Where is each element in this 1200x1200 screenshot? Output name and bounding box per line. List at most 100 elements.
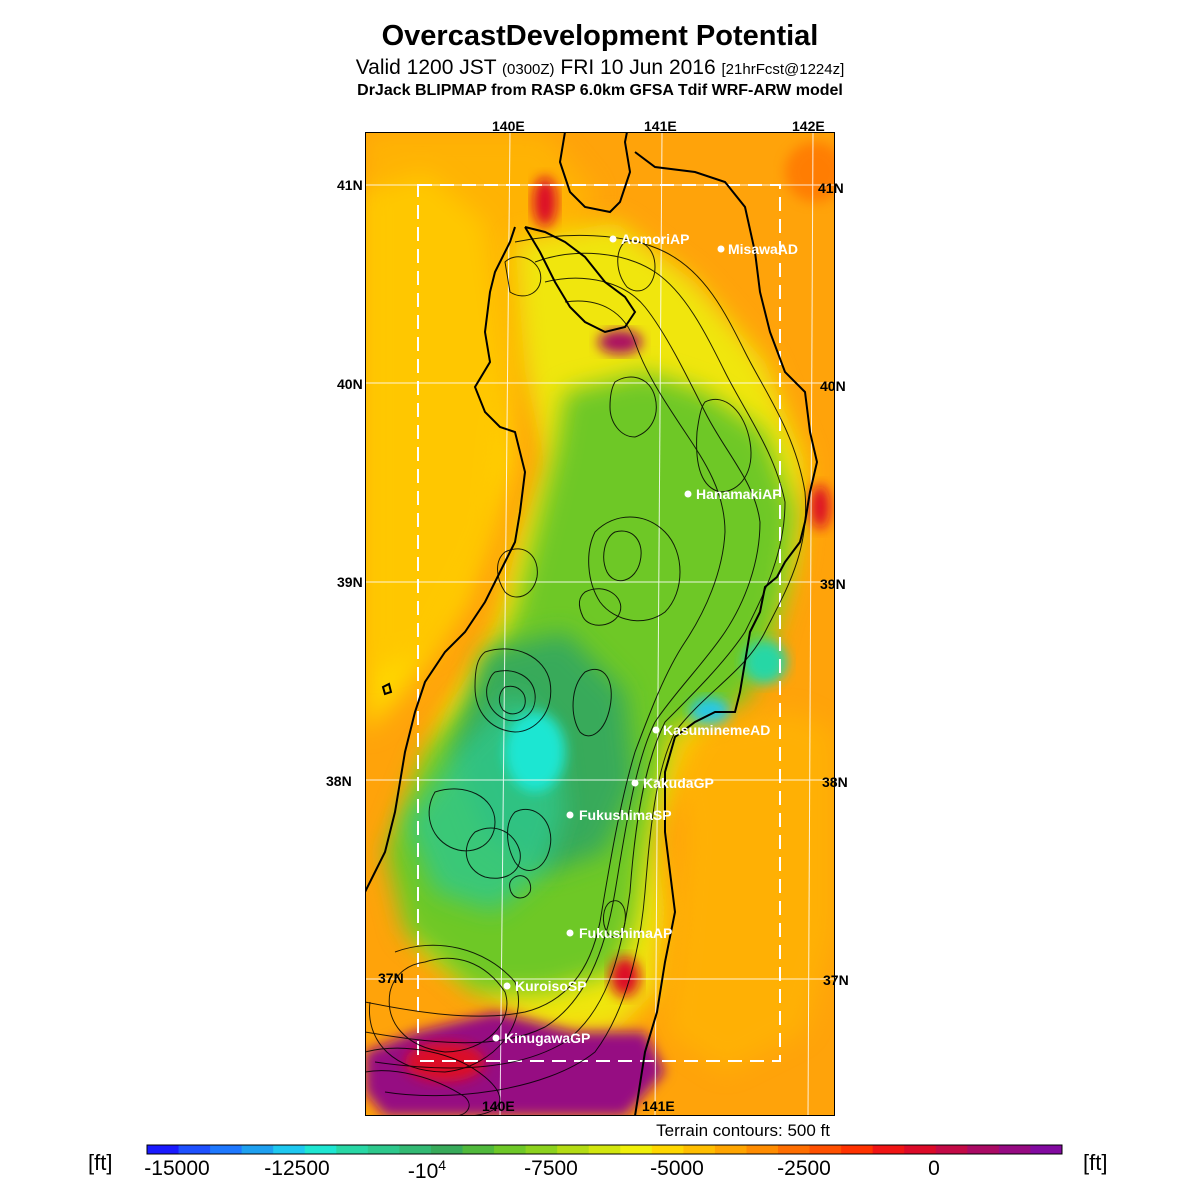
lat-label-41n-right: 41N [818, 180, 844, 196]
colorbar-cell [935, 1145, 968, 1154]
site-dot [717, 245, 725, 253]
colorbar-cell [557, 1145, 590, 1154]
colorbar-cell [273, 1145, 306, 1154]
terrain-contour-note: Terrain contours: 500 ft [656, 1121, 830, 1140]
site-dot [609, 235, 617, 243]
site-kakuda[interactable]: KakudaGP [631, 775, 714, 791]
colorbar-cell [304, 1145, 337, 1154]
site-dot [684, 490, 692, 498]
colorbar-cell [904, 1145, 937, 1154]
colorbar-cell [651, 1145, 684, 1154]
colorbar-cell [620, 1145, 653, 1154]
site-label: KasuminemeAD [663, 722, 770, 738]
colorbar-unit-left: [ft] [88, 1150, 113, 1175]
colorbar-cell [336, 1145, 369, 1154]
colorbar-tick: -12500 [264, 1157, 330, 1180]
site-kuroiso[interactable]: KuroisoSP [503, 978, 587, 994]
colorbar-cell [399, 1145, 432, 1154]
field-purple-north [598, 330, 642, 354]
colorbar-cell [178, 1145, 211, 1154]
colorbar-cell [430, 1145, 464, 1154]
colorbar-cell [872, 1145, 905, 1154]
colorbar-cell [714, 1145, 747, 1154]
map-frame [365, 132, 835, 1116]
chart-subtitle: Valid 1200 JST (0300Z) FRI 10 Jun 2016 [… [0, 56, 1200, 80]
site-dot [503, 982, 511, 990]
colorbar-tick-exponent: 4 [438, 1157, 447, 1173]
site-label: MisawaAD [728, 241, 798, 257]
lat-label-40n-right: 40N [820, 378, 846, 394]
colorbar-cell [241, 1145, 274, 1154]
lon-label-141e-bottom: 141E [642, 1098, 675, 1114]
site-dot [566, 811, 574, 819]
colorbar-cell [462, 1145, 495, 1154]
field-teal-coast [743, 640, 787, 684]
site-fukushima-ap[interactable]: FukushimaAP [566, 925, 673, 941]
field-purple-south [365, 1012, 665, 1116]
sado-island [381, 682, 393, 696]
zulu-time: (0300Z) [502, 61, 555, 78]
lat-label-37n-right: 37N [823, 972, 849, 988]
colorbar-cell [525, 1145, 558, 1154]
colorbar-border [146, 1144, 1063, 1155]
site-label: KinugawaGP [504, 1030, 590, 1046]
site-dot [566, 929, 574, 937]
colorbar-tick: 0 [928, 1157, 940, 1180]
site-fukushima-sp[interactable]: FukushimaSP [566, 807, 672, 823]
colorbar-cell [778, 1145, 811, 1154]
colorbar-tick: -15000 [144, 1157, 210, 1180]
lon-label-140e-bottom: 140E [482, 1098, 515, 1114]
inner-domain-box [417, 184, 781, 1062]
site-hanamaki[interactable]: HanamakiAP [684, 486, 782, 502]
site-aomori[interactable]: AomoriAP [609, 231, 690, 247]
site-label: AomoriAP [621, 231, 689, 247]
site-kasumineme[interactable]: KasuminemeAD [652, 722, 771, 738]
colorbar-cell [809, 1145, 842, 1154]
colorbar-cell [998, 1145, 1031, 1154]
site-label: FukushimaAP [579, 925, 672, 941]
valid-time: Valid 1200 JST [355, 56, 497, 79]
colorbar-cell [1030, 1145, 1063, 1154]
forecast-map: AomoriAP MisawaAD HanamakiAP KasuminemeA… [365, 132, 835, 1116]
field-red-south [610, 957, 640, 997]
colorbar-cell [967, 1145, 1000, 1154]
site-misawa[interactable]: MisawaAD [717, 241, 799, 257]
colorbar-cell [367, 1145, 400, 1154]
lon-label-140e-top: 140E [492, 118, 525, 134]
colorbar-cell [746, 1145, 779, 1154]
lat-label-39n-left: 39N [337, 574, 363, 590]
field-red-east [810, 485, 830, 529]
site-label: KuroisoSP [515, 978, 587, 994]
site-label: KakudaGP [643, 775, 714, 791]
terrain-contours [365, 234, 807, 1116]
site-markers: AomoriAP MisawaAD HanamakiAP KasuminemeA… [492, 231, 799, 1046]
field-pacific [665, 712, 835, 1072]
coastline [365, 132, 819, 1116]
lat-label-40n-left: 40N [337, 376, 363, 392]
colorbar-cell [841, 1145, 874, 1154]
colorbar-tick: -2500 [777, 1157, 831, 1180]
lat-label-37n-left: 37N [378, 970, 404, 986]
lat-label-38n-left: 38N [326, 773, 352, 789]
colorbar-tick-base: -10 [407, 1160, 439, 1183]
site-dot [492, 1034, 500, 1042]
colorbar-cell [210, 1145, 243, 1154]
lat-label-41n-left: 41N [337, 177, 363, 193]
valid-date: FRI 10 Jun 2016 [560, 56, 716, 79]
site-kinugawa[interactable]: KinugawaGP [492, 1030, 591, 1046]
colorbar-cell [588, 1145, 621, 1154]
chart-title: OvercastDevelopment Potential [381, 20, 819, 52]
site-dot [631, 779, 639, 787]
model-description: DrJack BLIPMAP from RASP 6.0km GFSA Tdif… [357, 82, 843, 99]
colorbar-tick: -7500 [524, 1157, 578, 1180]
colorbar-unit-right: [ft] [1083, 1150, 1108, 1175]
lon-label-141e-top: 141E [644, 118, 677, 134]
colorbar-cell [683, 1145, 716, 1154]
lat-label-39n-right: 39N [820, 576, 846, 592]
forecast-info: [21hrFcst@1224z] [721, 61, 845, 78]
colorbar-cell [494, 1145, 527, 1154]
colorbar-tick: -104 [408, 1157, 446, 1184]
lon-label-142e-top: 142E [792, 118, 825, 134]
site-label: FukushimaSP [579, 807, 672, 823]
site-dot [652, 726, 660, 734]
